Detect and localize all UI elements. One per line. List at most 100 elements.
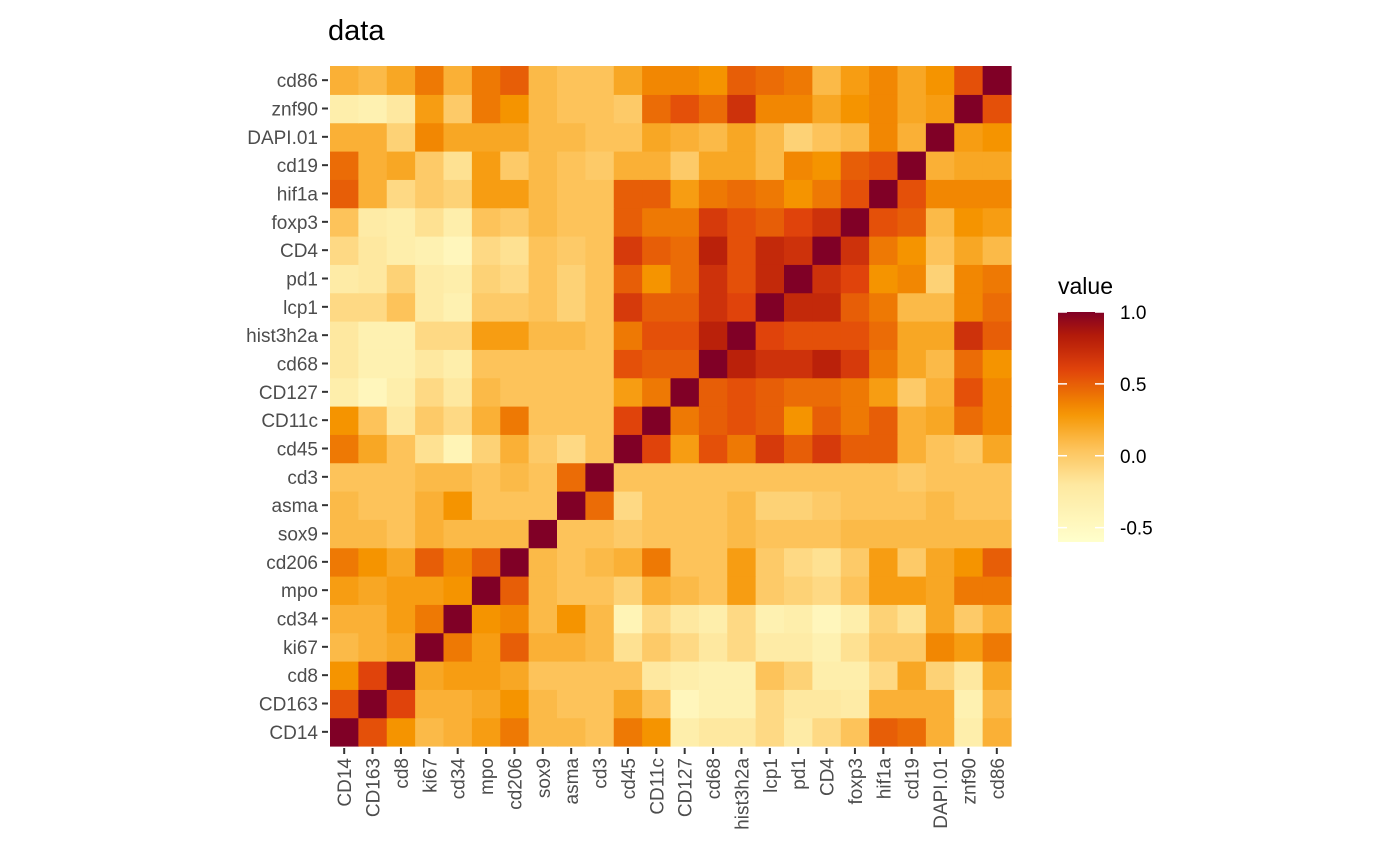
heatmap-cell <box>755 236 785 265</box>
heatmap-cell <box>698 604 728 634</box>
x-tick-label: foxp3 <box>846 758 867 804</box>
heatmap-cell <box>982 462 1012 492</box>
heatmap-cell <box>897 462 927 492</box>
heatmap-cell <box>557 292 586 322</box>
x-tick-label: cd86 <box>988 758 1009 799</box>
x-tick-label: cd34 <box>449 758 470 800</box>
y-tick-label: CD4 <box>280 241 318 262</box>
heatmap-cell <box>925 491 955 520</box>
x-tick-label: hif1a <box>874 758 895 800</box>
heatmap-cell <box>670 604 700 634</box>
heatmap-cell <box>954 661 984 690</box>
heatmap-cell <box>812 604 842 634</box>
heatmap-cell <box>642 519 672 549</box>
heatmap-cell <box>358 179 388 209</box>
heatmap-cell <box>784 321 813 350</box>
heatmap-cell <box>954 689 984 719</box>
heatmap-cell <box>925 122 955 152</box>
y-tick-label: CD14 <box>269 723 318 744</box>
heatmap-cell <box>869 576 899 605</box>
heatmap-cell <box>358 689 388 719</box>
heatmap-cell <box>812 207 842 237</box>
heatmap-cell <box>869 406 899 435</box>
heatmap-cell <box>443 122 473 152</box>
heatmap-cell <box>585 632 615 662</box>
heatmap-cell <box>443 547 473 577</box>
heatmap-cell <box>500 491 530 520</box>
heatmap-cell <box>784 151 813 180</box>
x-tick-label: DAPI.01 <box>931 758 952 829</box>
heatmap-cell <box>755 94 785 124</box>
heatmap-cell <box>642 207 672 237</box>
heatmap-cell <box>670 349 700 379</box>
heatmap-cell <box>613 66 643 95</box>
heatmap-cell <box>642 377 672 407</box>
heatmap-cell <box>585 661 615 690</box>
x-axis: CD14 CD163 cd8 ki67 cd34 mpo cd206 sox9 asma cd3 c… <box>335 748 1009 830</box>
heatmap-cell <box>330 547 359 577</box>
heatmap-cell <box>869 349 899 379</box>
heatmap-cell <box>812 292 842 322</box>
heatmap-cell <box>557 462 586 492</box>
heatmap-cell <box>528 292 558 322</box>
heatmap-cell <box>528 632 558 662</box>
heatmap-cell <box>670 519 700 549</box>
heatmap-cell <box>415 689 445 719</box>
heatmap-cell <box>784 434 813 464</box>
heatmap-cell <box>840 604 870 634</box>
y-tick-label: cd68 <box>277 355 318 376</box>
heatmap-cell <box>386 179 416 209</box>
heatmap-cell <box>613 349 643 379</box>
heatmap-cell <box>613 236 643 265</box>
heatmap-cell <box>500 122 530 152</box>
heatmap-cell <box>330 207 359 237</box>
heatmap-cell <box>642 661 672 690</box>
heatmap-cell <box>557 689 586 719</box>
heatmap-cell <box>471 661 501 690</box>
heatmap-cell <box>982 434 1012 464</box>
heatmap-cell <box>812 321 842 350</box>
heatmap-cell <box>386 377 416 407</box>
heatmap-cell <box>443 264 473 294</box>
heatmap-cell <box>670 94 700 124</box>
heatmap-cell <box>613 406 643 435</box>
heatmap-cell <box>557 349 586 379</box>
heatmap-cell <box>954 122 984 152</box>
heatmap-cell <box>415 604 445 634</box>
heatmap-cell <box>443 321 473 350</box>
heatmap-cell <box>670 292 700 322</box>
heatmap-cell <box>784 207 813 237</box>
heatmap-cell <box>925 661 955 690</box>
heatmap-cell <box>471 94 501 124</box>
heatmap-cell <box>642 122 672 152</box>
heatmap-cell <box>755 292 785 322</box>
heatmap-cell <box>500 179 530 209</box>
heatmap-cell <box>670 151 700 180</box>
heatmap-cell <box>812 547 842 577</box>
heatmap-cell <box>471 236 501 265</box>
heatmap-cell <box>698 207 728 237</box>
heatmap-cell <box>528 236 558 265</box>
heatmap-cell <box>443 292 473 322</box>
heatmap-cell <box>954 406 984 435</box>
heatmap-cell <box>585 547 615 577</box>
heatmap-cell <box>925 576 955 605</box>
heatmap-cell <box>471 434 501 464</box>
heatmap-cell <box>330 434 359 464</box>
heatmap-cell <box>727 519 757 549</box>
heatmap-cell <box>727 349 757 379</box>
heatmap-cell <box>812 236 842 265</box>
heatmap-cell <box>528 321 558 350</box>
x-tick-label: cd206 <box>505 758 526 810</box>
x-tick-label: lcp1 <box>761 758 782 793</box>
heatmap-cell <box>330 406 359 435</box>
x-tick-label: znf90 <box>959 758 980 804</box>
y-tick-label: cd3 <box>287 468 318 489</box>
heatmap-cell <box>954 264 984 294</box>
heatmap-cell <box>386 632 416 662</box>
heatmap-cell <box>869 632 899 662</box>
heatmap-cell <box>613 547 643 577</box>
heatmap-cell <box>897 66 927 95</box>
heatmap-cell <box>471 207 501 237</box>
heatmap-cell <box>358 377 388 407</box>
